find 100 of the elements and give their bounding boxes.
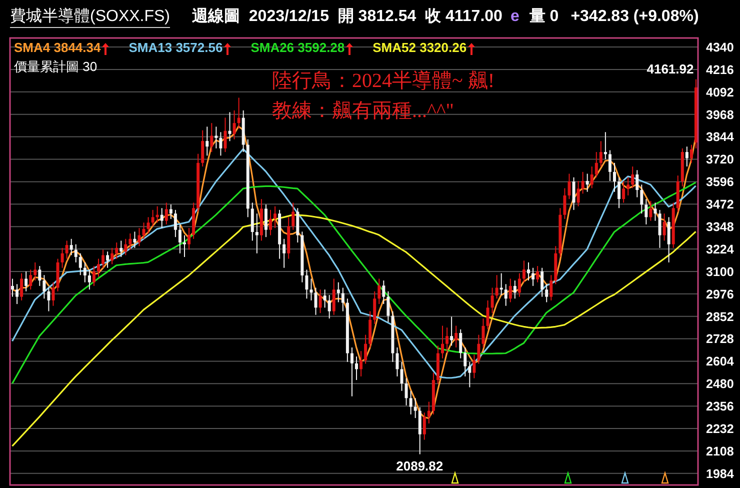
y-tick-label: 3472	[706, 198, 734, 212]
candlestick	[378, 278, 381, 305]
y-tick-label: 3844	[706, 130, 734, 144]
text: SMA4 3844.34	[14, 40, 102, 55]
candlestick	[486, 300, 490, 330]
candlestick	[102, 249, 105, 268]
y-tick-label: 3596	[706, 175, 734, 190]
candlestick	[336, 282, 340, 303]
candlestick	[78, 252, 82, 276]
candlestick	[120, 240, 123, 258]
candlestick	[599, 140, 602, 167]
candlestick	[563, 188, 566, 220]
candlestick	[34, 262, 37, 281]
candlestick	[636, 170, 639, 198]
candlestick	[188, 228, 191, 250]
candlestick	[500, 272, 503, 296]
candlestick	[404, 378, 408, 406]
candlestick	[550, 274, 553, 301]
chart-title: 費城半導體(SOXX.FS)	[10, 6, 170, 28]
candlestick	[169, 204, 172, 220]
y-tick-label: 3348	[706, 220, 734, 234]
y-tick-label: 4092	[706, 85, 734, 100]
y-tick-label: 2480	[706, 377, 734, 392]
text: 量 0	[529, 8, 559, 25]
y-tick-label: 4216	[706, 62, 734, 77]
candlestick	[527, 262, 530, 281]
candlestick	[495, 274, 498, 300]
candlestick	[29, 269, 32, 290]
candlestick	[441, 325, 444, 359]
candlestick	[459, 328, 462, 359]
candlestick	[201, 130, 204, 167]
candlestick	[328, 294, 331, 320]
candlestick	[24, 270, 28, 292]
candlestick	[250, 202, 254, 242]
candlestick	[685, 146, 688, 167]
candlestick	[396, 346, 399, 377]
y-tick-label: 2728	[706, 332, 734, 346]
candlestick	[373, 290, 376, 324]
annotation: 4161.92	[646, 61, 694, 76]
candlestick	[232, 110, 236, 140]
y-tick-label: 1984	[706, 466, 734, 481]
candlestick	[47, 287, 50, 312]
candlestick	[97, 258, 100, 278]
candlestick	[142, 222, 146, 240]
candlestick	[210, 122, 214, 153]
candlestick	[382, 280, 386, 305]
candlestick	[42, 274, 46, 300]
candlestick	[206, 126, 209, 156]
candlestick	[490, 287, 494, 314]
candlestick	[11, 278, 14, 298]
candlestick	[52, 282, 55, 306]
candlestick	[224, 117, 227, 153]
candlestick	[292, 202, 295, 230]
candlestick	[608, 150, 612, 182]
line-series	[11, 182, 697, 384]
candlestick	[364, 334, 368, 364]
candlestick	[183, 234, 186, 258]
candlestick	[310, 278, 313, 301]
candlestick	[568, 173, 571, 200]
candlestick	[454, 325, 458, 348]
candlestick	[522, 260, 526, 283]
y-tick-label: 2356	[706, 400, 734, 414]
candlestick	[314, 287, 318, 316]
candlestick	[65, 240, 68, 260]
y-tick-label: 2604	[706, 354, 734, 369]
candlestick	[422, 412, 426, 440]
candlestick	[255, 213, 258, 254]
candlestick	[386, 290, 390, 323]
candlestick	[360, 350, 363, 377]
y-tick-label: 2108	[706, 444, 734, 458]
candlestick	[83, 262, 86, 283]
y-tick-label: 3224	[706, 242, 734, 256]
candlestick	[115, 242, 118, 260]
annotation: 2089.82	[396, 458, 444, 474]
candlestick	[477, 334, 480, 364]
candlestick	[622, 180, 626, 204]
candlestick	[133, 231, 136, 248]
candlestick	[305, 269, 308, 300]
candlestick	[151, 209, 154, 227]
candlestick	[409, 390, 412, 415]
candlestick	[581, 171, 584, 194]
candlestick	[644, 198, 648, 225]
candlestick	[518, 272, 521, 298]
candlestick	[355, 356, 358, 381]
y-tick-label: 3968	[706, 108, 734, 122]
candlestick	[274, 206, 277, 229]
candlestick	[618, 176, 621, 209]
candlestick	[296, 208, 300, 243]
candlestick	[269, 209, 272, 236]
candlestick	[164, 202, 168, 225]
y-tick-label: 3100	[706, 264, 734, 279]
candlestick	[482, 318, 485, 348]
candlestick	[654, 202, 657, 222]
annotation: 價量累計圖 30	[14, 58, 98, 76]
y-tick-label: 2232	[706, 422, 734, 436]
candlestick	[341, 287, 344, 312]
candlestick	[446, 327, 449, 354]
candlestick	[504, 284, 508, 306]
text: SMA13 3572.56	[128, 40, 224, 55]
candlestick	[219, 132, 222, 156]
